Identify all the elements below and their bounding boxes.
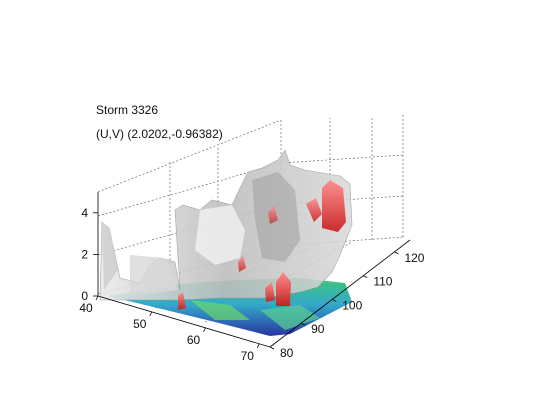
chart-title: Storm 3326 (96, 103, 159, 117)
isosurface (99, 149, 353, 301)
x-tick-mark (95, 295, 99, 301)
z-tick-label: 2 (81, 247, 88, 261)
z-tick-label: 0 (81, 289, 88, 303)
x-tick-mark (256, 343, 260, 348)
axes (97, 192, 411, 348)
x-tick-label: 50 (133, 317, 147, 331)
y-tick-mark (269, 346, 275, 350)
y-tick-label: 120 (404, 251, 424, 265)
y-tick-mark (363, 275, 368, 279)
z-tick-label: 4 (81, 206, 88, 220)
x-tick-mark (203, 327, 206, 333)
y-tick-mark (300, 322, 306, 326)
y-tick-label: 110 (373, 275, 392, 289)
y-tick-mark (332, 299, 337, 302)
x-tick-label: 60 (187, 333, 201, 347)
x-tick-label: 70 (241, 349, 255, 363)
storm-cores (178, 180, 346, 310)
chart-subtitle: (U,V) (2.0202,-0.96382) (96, 127, 223, 141)
y-tick-mark (394, 251, 399, 255)
y-tick-label: 90 (311, 322, 325, 336)
x-tick-label: 40 (79, 301, 93, 315)
x-tick-mark (149, 311, 153, 317)
y-tick-label: 80 (280, 346, 294, 360)
y-tick-label: 100 (342, 298, 362, 312)
